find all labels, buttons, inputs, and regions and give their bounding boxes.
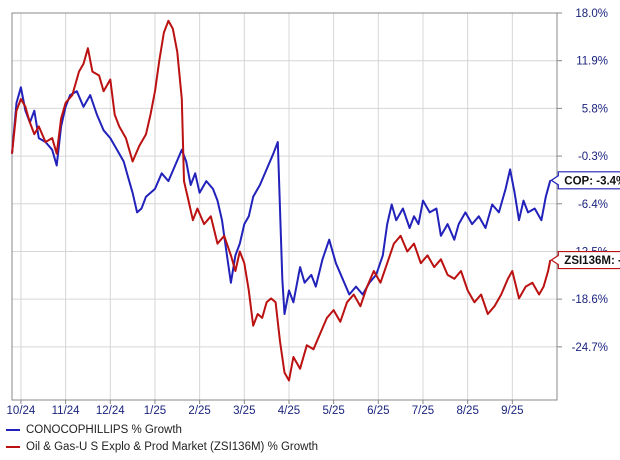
x-tick-label: 9/25 xyxy=(501,405,523,417)
y-tick-label: -18.6% xyxy=(572,294,608,306)
series-line-zsi136m xyxy=(11,19,552,382)
x-tick-label: 6/25 xyxy=(367,405,389,417)
plot-frame xyxy=(11,12,558,401)
legend-swatch-red xyxy=(6,446,20,448)
y-tick-label: 18.0% xyxy=(575,8,608,20)
x-tick-label: 2/25 xyxy=(188,405,210,417)
series-lines xyxy=(11,19,552,382)
grid-lines xyxy=(12,12,557,400)
x-tick-label: 10/24 xyxy=(7,405,36,417)
x-tick-label: 7/25 xyxy=(412,405,434,417)
end-value-callouts: COP: -3.4% ZSI136M: -13.6% xyxy=(550,171,620,270)
y-tick-label: 5.8% xyxy=(582,103,608,115)
callout-cop: COP: -3.4% xyxy=(550,171,620,190)
x-axis-tick-labels: 10/24 11/24 12/24 1/25 2/25 3/25 4/25 5/25 6/25 7… xyxy=(7,400,524,417)
callout-label: COP: -3.4% xyxy=(564,175,620,187)
x-tick-label: 1/25 xyxy=(144,405,166,417)
y-tick-label: 11.9% xyxy=(576,56,608,68)
y-tick-label: -6.4% xyxy=(578,199,608,211)
x-tick-label: 5/25 xyxy=(322,405,344,417)
legend-label-cop: CONOCOPHILLIPS % Growth xyxy=(26,424,182,436)
callout-label: ZSI136M: -13.6% xyxy=(564,255,620,267)
y-tick-label: -0.3% xyxy=(578,151,608,163)
callout-box xyxy=(550,250,620,270)
legend-item-zsi136m: Oil & Gas-U S Explo & Prod Market (ZSI13… xyxy=(6,441,318,453)
x-tick-label: 4/25 xyxy=(278,405,300,417)
x-tick-label: 12/24 xyxy=(96,405,125,417)
y-tick-label: -24.7% xyxy=(572,342,608,354)
x-tick-label: 3/25 xyxy=(233,405,255,417)
legend-label-zsi136m: Oil & Gas-U S Explo & Prod Market (ZSI13… xyxy=(26,441,319,453)
x-tick-label: 8/25 xyxy=(456,405,478,417)
legend-item-cop: CONOCOPHILLIPS % Growth xyxy=(6,424,182,436)
callout-box xyxy=(550,171,620,190)
series-line-cop xyxy=(11,86,552,315)
legend-swatch-blue xyxy=(6,429,20,431)
x-tick-label: 11/24 xyxy=(52,405,81,417)
callout-zsi136m: ZSI136M: -13.6% xyxy=(550,250,620,270)
